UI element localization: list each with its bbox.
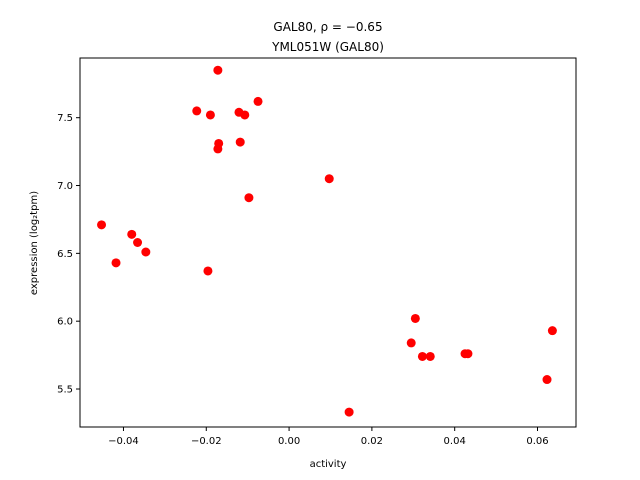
x-tick-label: 0.00 [278, 436, 300, 447]
data-point [547, 326, 557, 336]
data-point [213, 144, 223, 154]
chart-title-line-1: GAL80, ρ = −0.65 [273, 20, 382, 34]
data-point [141, 247, 151, 257]
data-point [111, 258, 121, 268]
data-point [97, 220, 107, 230]
chart-title-line-2: YML051W (GAL80) [271, 40, 384, 54]
x-tick-label: 0.02 [361, 436, 383, 447]
data-point [406, 338, 416, 348]
x-tick-label: −0.04 [108, 436, 139, 447]
data-point [425, 351, 435, 361]
data-point [235, 137, 245, 147]
ticks-layer: −0.04 −0.02 0.00 0.02 0.04 0.06 5.5 6.0 6.5 7.0 7.… [57, 113, 549, 447]
data-point [542, 375, 552, 385]
data-point [213, 65, 223, 75]
data-point [253, 96, 263, 106]
data-point [205, 110, 215, 120]
points-layer [97, 65, 557, 417]
y-tick-label: 7.5 [57, 113, 73, 124]
x-tick-label: 0.06 [526, 436, 548, 447]
data-point [203, 266, 213, 276]
y-tick-label: 6.5 [57, 249, 73, 260]
data-point [192, 106, 202, 116]
axes-frame [79, 57, 577, 428]
data-point [133, 238, 143, 247]
data-point [240, 110, 250, 120]
data-point [244, 193, 254, 203]
data-point [463, 349, 473, 359]
data-point [410, 313, 420, 323]
y-tick-label: 6.0 [57, 317, 73, 328]
data-point [324, 174, 334, 184]
data-point [344, 407, 354, 417]
x-axis-label: activity [310, 459, 347, 470]
x-tick-label: 0.04 [444, 436, 466, 447]
y-axis-label: expression (log₂tpm) [29, 191, 40, 295]
data-point [127, 229, 137, 239]
data-point [417, 351, 427, 361]
y-tick-label: 5.5 [57, 385, 73, 396]
y-tick-label: 7.0 [57, 181, 73, 192]
x-tick-label: −0.02 [191, 436, 222, 447]
